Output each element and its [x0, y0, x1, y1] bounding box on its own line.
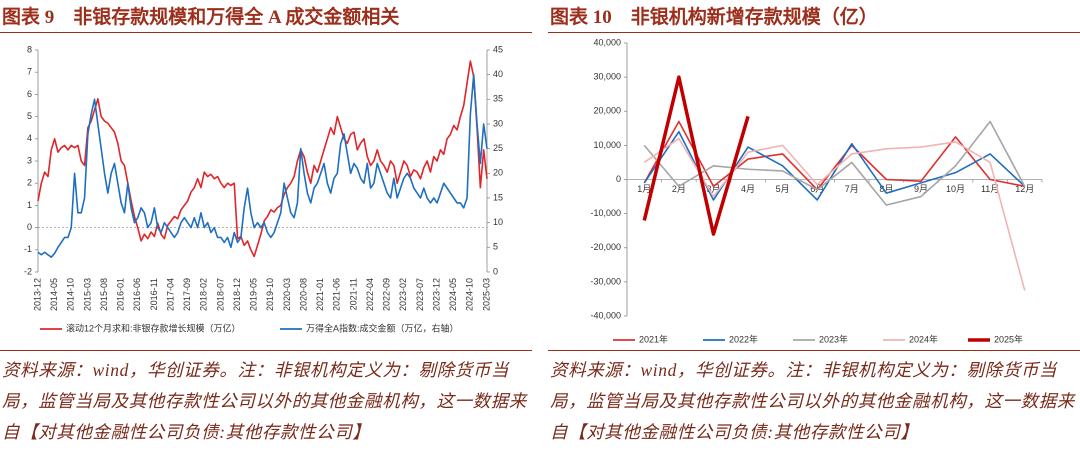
- y2-tick-label: 10: [493, 217, 503, 227]
- rule: [0, 32, 532, 33]
- x-tick-label: 7月: [845, 184, 859, 194]
- y2-tick-label: 15: [493, 192, 503, 202]
- x-tick-label: 2019-10: [265, 278, 275, 311]
- line-series: [642, 75, 750, 236]
- x-tick-label: 10月: [946, 184, 965, 194]
- y2-tick-label: 20: [493, 168, 503, 178]
- y-tick-label: 8: [27, 44, 32, 54]
- y2-tick-label: 40: [493, 69, 503, 79]
- y-tick-label: -30,000: [590, 276, 621, 286]
- x-tick-label: 2021-06: [332, 278, 342, 311]
- x-tick-label: 3月: [706, 184, 720, 194]
- x-tick-label: 2016-01: [116, 278, 126, 311]
- rule: [548, 350, 1080, 351]
- x-tick-label: 9月: [914, 184, 928, 194]
- x-tick-label: 2020-03: [282, 278, 292, 311]
- y2-tick-label: 45: [493, 44, 503, 54]
- y-tick-label: -1: [24, 244, 32, 254]
- y-tick-label: 3: [27, 155, 32, 165]
- legend-label: 滚动12个月求和:非银存款增长规模（万亿）: [66, 322, 241, 333]
- x-tick-label: 2021-01: [315, 278, 325, 311]
- legend-label: 2023年: [819, 333, 848, 344]
- x-tick-label: 2018-12: [232, 278, 242, 311]
- x-tick-label: 2018-02: [199, 278, 209, 311]
- panel: 图表 10 非银机构新增存款规模（亿） -40,000 -30,000 -20,00…: [548, 0, 1080, 463]
- y-tick-label: 40,000: [593, 37, 621, 47]
- x-tick-label: 2015-08: [99, 278, 109, 311]
- chart: -40,000 -30,000 -20,000 -10,000 0 10,000 20,00…: [590, 37, 1043, 344]
- x-tick-label: 2013-12: [32, 278, 42, 311]
- x-tick-label: 2022-09: [382, 278, 392, 311]
- y2-tick-label: 35: [493, 94, 503, 104]
- y-tick-label: 10,000: [593, 140, 621, 150]
- x-tick-label: 5月: [776, 184, 790, 194]
- y-tick-label: -2: [24, 266, 32, 276]
- y2-tick-label: 0: [493, 266, 498, 276]
- y-tick-label: 30,000: [593, 72, 621, 82]
- chart-title: 图表 10 非银机构新增存款规模（亿）: [550, 7, 878, 28]
- y-tick-label: 6: [27, 89, 32, 99]
- x-tick-label: 2024-05: [448, 278, 458, 311]
- x-tick-label: 2023-12: [431, 278, 441, 311]
- x-tick-label: 2017-09: [182, 278, 192, 311]
- rule: [0, 350, 532, 351]
- y2-tick-label: 30: [493, 118, 503, 128]
- x-tick-label: 11月: [981, 184, 999, 194]
- line-series: [643, 137, 1026, 291]
- x-tick-label: 2016-06: [132, 278, 142, 311]
- line-series: [643, 120, 1025, 191]
- y-tick-label: -10,000: [590, 208, 621, 218]
- source-note: 资料来源：wind，华创证券。注：非银机构定义为：剔除货币当局，监管当局及其他存…: [2, 360, 527, 442]
- x-tick-label: 2017-04: [165, 278, 175, 311]
- source-note: 资料来源：wind，华创证券。注：非银机构定义为：剔除货币当局，监管当局及其他存…: [550, 360, 1075, 442]
- x-tick-label: 2022-04: [365, 278, 375, 311]
- x-tick-label: 2018-07: [215, 278, 225, 311]
- x-tick-label: 2023-07: [415, 278, 425, 311]
- x-tick-label: 2021-11: [348, 278, 358, 310]
- line-series: [37, 73, 488, 258]
- x-tick-label: 1月: [637, 184, 651, 194]
- y-tick-label: -40,000: [590, 310, 621, 320]
- x-tick-label: 2020-08: [298, 278, 308, 311]
- y2-tick-label: 25: [493, 143, 503, 153]
- y-tick-label: 5: [27, 111, 32, 121]
- y-tick-label: 7: [27, 67, 32, 77]
- line-series: [37, 60, 488, 258]
- chart-title: 图表 9 非银存款规模和万得全 A 成交金额相关: [2, 7, 400, 28]
- y-tick-label: 2: [27, 178, 32, 188]
- x-tick-label: 2024-10: [465, 278, 475, 311]
- x-tick-label: 12月: [1015, 184, 1034, 194]
- x-tick-label: 4月: [741, 184, 755, 194]
- y-tick-label: -20,000: [590, 242, 621, 252]
- y-tick-label: 0: [27, 222, 32, 232]
- line-series: [643, 120, 1026, 206]
- y-tick-label: 4: [27, 133, 32, 143]
- x-tick-label: 2014-05: [49, 278, 59, 311]
- legend-label: 2021年: [639, 333, 668, 344]
- x-tick-label: 2月: [672, 184, 686, 194]
- legend-label: 2022年: [729, 333, 758, 344]
- legend-label: 2024年: [909, 333, 938, 344]
- y-tick-label: 0: [616, 174, 621, 184]
- panel: 图表 9 非银存款规模和万得全 A 成交金额相关 -2 -1 0 1 2 3 4 5 6 7 8 0 5…: [0, 0, 532, 463]
- x-tick-label: 8月: [879, 184, 893, 194]
- x-tick-label: 2025-03: [481, 278, 491, 311]
- line-series: [643, 130, 1026, 201]
- y2-tick-label: 5: [493, 242, 498, 252]
- x-tick-label: 2019-05: [249, 278, 259, 311]
- y-tick-label: 20,000: [593, 106, 621, 116]
- x-tick-label: 2014-10: [66, 278, 76, 311]
- legend-label: 万得全A指数:成交金额（万亿，右轴）: [306, 322, 459, 333]
- y-tick-label: 1: [27, 200, 32, 210]
- rule: [548, 32, 1080, 33]
- x-tick-label: 2015-03: [82, 278, 92, 311]
- x-tick-label: 2023-02: [398, 278, 408, 311]
- legend-label: 2025年: [994, 333, 1023, 344]
- x-tick-label: 2016-11: [149, 278, 159, 310]
